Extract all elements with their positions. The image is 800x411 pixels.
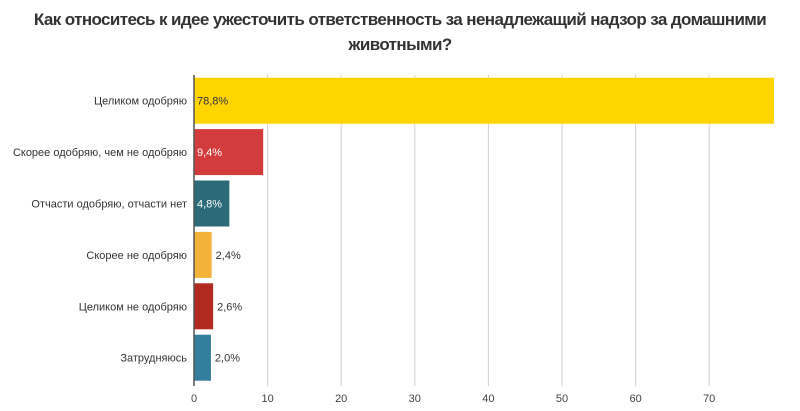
category-label: Целиком одобряю (94, 96, 187, 108)
data-label: 78,8% (197, 96, 228, 108)
category-label: Скорее не одобряю (86, 250, 187, 262)
data-label: 2,0% (215, 353, 240, 365)
bar (194, 77, 774, 124)
data-label: 4,8% (197, 199, 222, 211)
x-tick-label: 40 (482, 393, 494, 405)
x-tick-label: 30 (409, 393, 421, 405)
bar (194, 334, 211, 381)
x-tick-label: 50 (556, 393, 568, 405)
x-tick-label: 10 (261, 393, 273, 405)
bar (194, 129, 264, 176)
category-label: Затрудняюсь (120, 353, 187, 365)
category-label: Отчасти одобряю, отчасти нет (31, 199, 187, 211)
x-tick-label: 0 (191, 393, 197, 405)
bar (194, 283, 214, 330)
data-label: 2,6% (217, 301, 242, 313)
category-label: Целиком не одобряю (79, 301, 187, 313)
data-label: 9,4% (197, 147, 222, 159)
data-label: 2,4% (216, 250, 241, 262)
x-tick-label: 20 (335, 393, 347, 405)
x-tick-label: 70 (703, 393, 715, 405)
chart-title: Как относитесь к идее ужесточить ответст… (33, 10, 767, 54)
category-label: Скорее одобряю, чем не одобряю (13, 147, 187, 159)
bar (194, 180, 230, 227)
bar (194, 231, 212, 278)
x-tick-label: 60 (629, 393, 641, 405)
